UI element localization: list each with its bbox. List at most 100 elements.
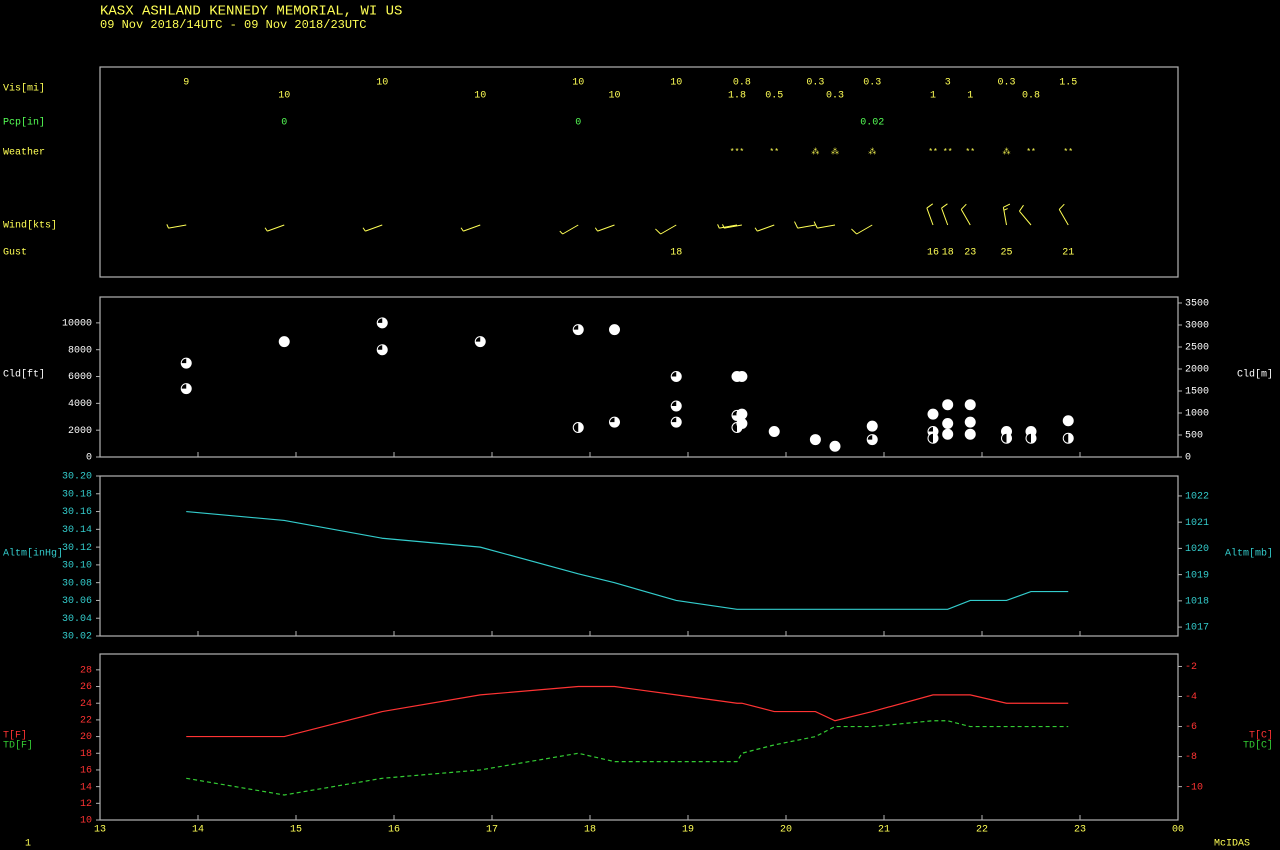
- obs-value: 0.8: [733, 78, 751, 89]
- y2-tick-label: 1017: [1185, 623, 1209, 634]
- obs-frame: [99, 66, 1179, 278]
- x-tick-label: 18: [584, 825, 596, 836]
- wind-barb: [460, 224, 481, 232]
- cloud-cover: [181, 358, 192, 369]
- cloud-cover: [942, 429, 953, 440]
- y-tick-label: 30.14: [62, 525, 92, 536]
- row-label: Weather: [3, 147, 45, 159]
- obs-value: 1.5: [1059, 78, 1077, 89]
- cloud-cover: [609, 417, 620, 428]
- weather-symbol: ⁂: [1003, 147, 1011, 157]
- cloud-cover: [1006, 433, 1012, 444]
- cloud-cover: [1063, 415, 1074, 426]
- weather-symbol: ⁂: [868, 147, 876, 157]
- cloud-cover: [475, 336, 486, 347]
- y-tick-label: 12: [80, 799, 92, 810]
- y2-tick-label: 2000: [1185, 365, 1209, 376]
- cloud-cover: [377, 317, 388, 328]
- cloud-cover: [933, 433, 938, 444]
- wind-barb: [264, 224, 285, 232]
- series-line: [186, 720, 1069, 796]
- y-tick-label: 30.12: [62, 543, 92, 554]
- weather-symbol: ⁂: [811, 147, 819, 157]
- y2-tick-label: -8: [1185, 752, 1197, 763]
- cloud-cover: [573, 324, 584, 335]
- cloud-cover: [928, 409, 938, 420]
- cloud-cover: [830, 441, 840, 452]
- wind-barb: [941, 203, 949, 226]
- obs-value: 0.8: [1022, 91, 1040, 102]
- obs-value: 16: [927, 248, 939, 259]
- y-tick-label: 4000: [68, 399, 92, 410]
- wind-barb: [655, 224, 677, 235]
- x-tick-label: 13: [94, 825, 106, 836]
- wind-barb: [813, 221, 836, 229]
- brand: McIDAS: [1214, 839, 1250, 850]
- weather-symbol: **: [1063, 148, 1073, 157]
- obs-value: 1: [967, 91, 973, 102]
- y-tick-label: 30.08: [62, 578, 92, 589]
- y2-tick-label: -4: [1185, 692, 1197, 703]
- cloud-cover: [867, 421, 878, 432]
- weather-symbol: **: [1026, 148, 1036, 157]
- y2-tick-label: -10: [1185, 782, 1203, 793]
- obs-value: 3: [945, 78, 951, 89]
- cloud-cover: [942, 418, 953, 429]
- y-tick-label: 8000: [68, 345, 92, 356]
- row-label: Vis[mi]: [3, 83, 45, 95]
- obs-value: 10: [376, 78, 388, 89]
- obs-value: 10: [474, 91, 486, 102]
- weather-symbol: ***: [730, 148, 744, 157]
- cloud-cover: [736, 371, 747, 382]
- obs-value: 0.02: [860, 118, 884, 129]
- series-line: [186, 685, 1069, 738]
- station-title: KASX ASHLAND KENNEDY MEMORIAL, WI US: [100, 4, 402, 20]
- y2-axis-label: Altm[mb]: [1225, 548, 1273, 560]
- wind-barb: [960, 203, 971, 226]
- y-tick-label: 20: [80, 732, 92, 743]
- wind-barb: [594, 224, 615, 232]
- cloud-cover: [965, 417, 976, 428]
- y-tick-label: 30.16: [62, 507, 92, 518]
- y-tick-label: 22: [80, 716, 92, 727]
- y2-axis-label: TD[C]: [1243, 740, 1273, 752]
- x-tick-label: 14: [192, 825, 204, 836]
- y2-tick-label: 3500: [1185, 299, 1209, 310]
- y2-tick-label: -6: [1185, 722, 1197, 733]
- y-tick-label: 26: [80, 682, 92, 693]
- obs-value: 10: [670, 78, 682, 89]
- wind-barb: [362, 224, 383, 232]
- obs-value: 18: [670, 248, 682, 259]
- wind-barb: [1058, 203, 1069, 226]
- x-tick-label: 15: [290, 825, 302, 836]
- cloud-cover: [1031, 433, 1036, 444]
- obs-value: 0.3: [997, 78, 1015, 89]
- y2-tick-label: 2500: [1185, 343, 1209, 354]
- y-tick-label: 18: [80, 749, 92, 760]
- series-line: [186, 510, 1069, 610]
- wind-barb: [166, 224, 187, 229]
- y2-tick-label: 1022: [1185, 492, 1209, 503]
- row-label: Pcp[in]: [3, 117, 45, 129]
- cloud-cover: [377, 344, 388, 355]
- weather-symbol: **: [943, 148, 953, 157]
- cloud-cover: [609, 324, 620, 335]
- y-tick-label: 30.02: [62, 632, 92, 643]
- weather-symbol: **: [965, 148, 975, 157]
- y2-tick-label: 3000: [1185, 321, 1209, 332]
- y-tick-label: 10000: [62, 319, 92, 330]
- y-tick-label: 14: [80, 782, 92, 793]
- y2-tick-label: 1021: [1185, 518, 1209, 529]
- weather-symbol: **: [769, 148, 779, 157]
- y-tick-label: 30.04: [62, 614, 92, 625]
- cloud-cover: [965, 429, 976, 440]
- cloud-cover: [279, 336, 290, 347]
- y-tick-label: 0: [86, 453, 92, 464]
- obs-value: 0.3: [806, 78, 824, 89]
- x-tick-label: 22: [976, 825, 988, 836]
- wind-barb: [754, 224, 775, 232]
- obs-value: 10: [278, 91, 290, 102]
- obs-value: 0.3: [863, 78, 881, 89]
- cloud-cover: [736, 418, 747, 429]
- y2-tick-label: -2: [1185, 662, 1197, 673]
